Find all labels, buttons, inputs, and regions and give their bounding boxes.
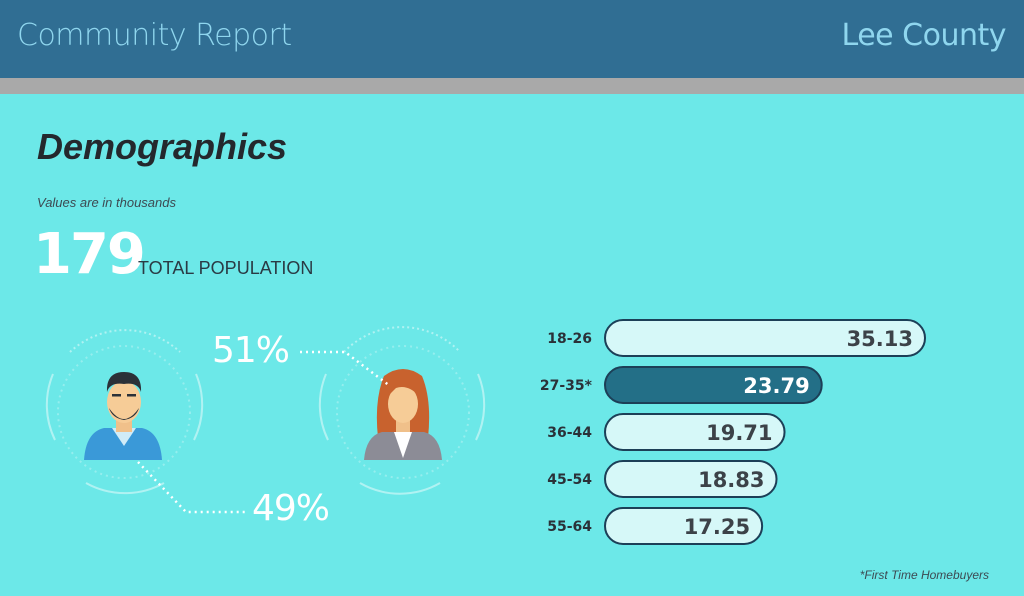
female-rings — [318, 326, 486, 495]
female-connector — [300, 350, 391, 387]
units-note: Values are in thousands — [37, 195, 177, 210]
bar — [604, 460, 778, 498]
bar-category-label: 36-44 — [547, 425, 592, 441]
bar-category-label: 55-64 — [547, 519, 592, 535]
bar-value-label: 35.13 — [847, 327, 913, 351]
header-divider — [0, 78, 1024, 94]
bar-value-label: 17.25 — [684, 515, 750, 539]
total-population-label: TOTAL POPULATION — [138, 258, 314, 278]
report-title: Community Report — [17, 18, 292, 53]
bar-category-label: 27-35* — [540, 378, 593, 394]
male-percentage: 49% — [252, 488, 330, 529]
bar — [604, 319, 926, 357]
bar-value-label: 18.83 — [698, 468, 764, 492]
male-rings — [45, 329, 204, 495]
total-population-value: 179 — [33, 222, 146, 287]
bar — [604, 413, 786, 451]
female-avatar-icon — [364, 369, 442, 460]
bar — [604, 366, 823, 404]
county-name: Lee County — [841, 18, 1007, 53]
bar-category-label: 18-26 — [547, 331, 592, 347]
bar-value-label: 19.71 — [706, 421, 772, 445]
bar-category-label: 45-54 — [547, 472, 592, 488]
header-bar: Community Report Lee County — [0, 0, 1024, 78]
female-percentage: 51% — [212, 330, 290, 371]
bar-value-label: 23.79 — [743, 374, 809, 398]
male-avatar-icon — [84, 372, 162, 460]
gender-illustration — [45, 326, 486, 514]
footnote: *First Time Homebuyers — [859, 568, 989, 582]
bar — [604, 507, 764, 545]
section-title: Demographics — [37, 126, 288, 167]
age-bar-chart: 18-26 35.13 27-35* 23.79 36-44 19.71 45-54 18.8… — [540, 319, 926, 545]
